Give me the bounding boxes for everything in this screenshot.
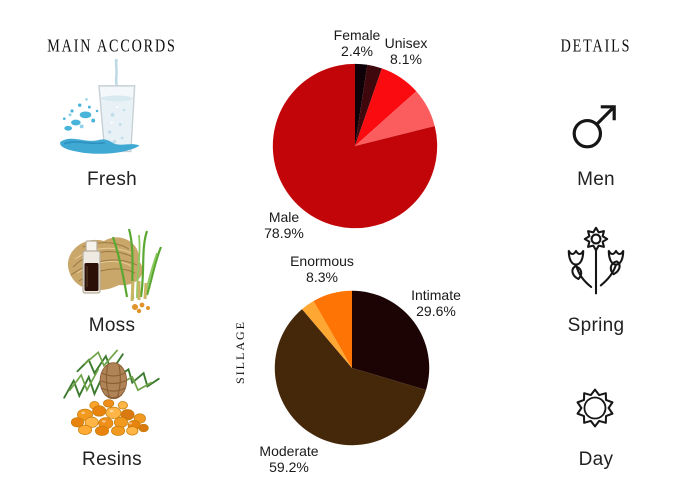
- accord-label-moss: Moss: [88, 315, 136, 336]
- pie-label-enormous-name: Enormous: [290, 253, 354, 269]
- sillage-axis-title: SILLAGE: [233, 320, 247, 384]
- pie-label-unisex: Unisex 8.1%: [361, 35, 451, 67]
- pie-label-enormous: Enormous 8.3%: [277, 253, 367, 285]
- pie-slice-gender-unlabeled: [355, 64, 382, 146]
- pie-label-intimate-pct: 29.6%: [416, 303, 456, 320]
- pie-label-male: Male 78.9%: [239, 209, 329, 241]
- mars-male-icon: [572, 105, 616, 149]
- pie-label-moderate-pct: 59.2%: [269, 459, 309, 476]
- pie-slice-sillage-intimate: [352, 290, 430, 391]
- spring-flowers-icon: [567, 226, 625, 295]
- accord-label-resins: Resins: [82, 449, 142, 470]
- moss-accord-image: [67, 228, 163, 313]
- pie-slice-gender-female: [355, 63, 368, 146]
- fresh-accord-image: [60, 58, 140, 154]
- pie-label-moderate-name: Moderate: [259, 443, 319, 459]
- detail-label-men: Men: [577, 169, 615, 190]
- detail-label-spring: Spring: [567, 315, 625, 336]
- pie-label-intimate: Intimate 29.6%: [391, 287, 481, 319]
- pie-label-intimate-name: Intimate: [411, 287, 461, 303]
- pie-label-female-name: Female: [333, 27, 381, 43]
- pie-label-unisex-name: Unisex: [384, 35, 428, 51]
- resins-accord-image: [63, 349, 160, 436]
- details-header: DETAILS: [560, 37, 632, 57]
- accord-label-fresh: Fresh: [86, 169, 138, 190]
- pie-slice-gender-male: [272, 63, 438, 229]
- pie-label-female-pct: 2.4%: [341, 43, 373, 60]
- pie-label-unisex-pct: 8.1%: [390, 51, 422, 68]
- sun-day-icon: [576, 388, 614, 428]
- detail-label-day: Day: [578, 449, 614, 470]
- pie-label-male-name: Male: [268, 209, 300, 225]
- sillage-pie-chart: [274, 290, 430, 446]
- pie-label-female: Female 2.4%: [312, 27, 402, 59]
- pie-slice-sillage-moderate: [274, 309, 427, 446]
- gender-pie-chart: [272, 63, 438, 229]
- pie-label-moderate: Moderate 59.2%: [244, 443, 334, 475]
- pie-label-enormous-pct: 8.3%: [306, 269, 338, 286]
- pie-slice-gender-unisex: [355, 68, 417, 146]
- pie-slice-sillage-enormous: [313, 290, 352, 368]
- pie-slice-gender-unlabeled: [355, 91, 435, 146]
- main-accords-header: MAIN ACCORDS: [47, 37, 177, 57]
- pie-slice-sillage-unlabeled: [302, 301, 352, 368]
- pie-label-male-pct: 78.9%: [264, 225, 304, 242]
